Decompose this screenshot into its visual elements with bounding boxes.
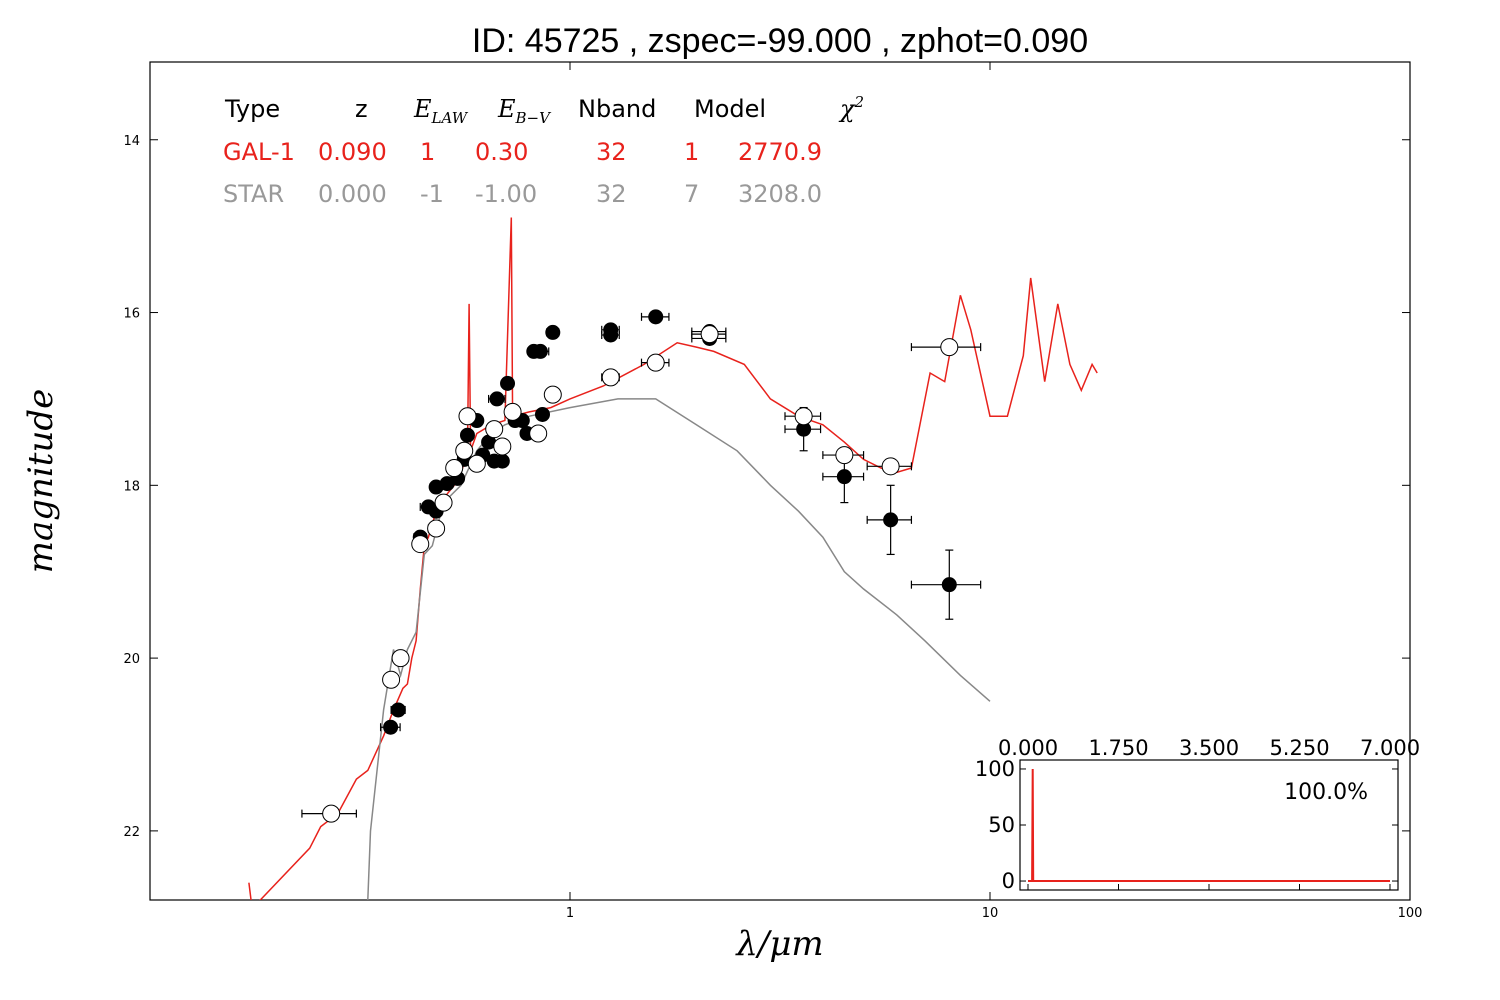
model-point: [601, 368, 620, 387]
redshift-pdf-inset: 0.000 1.750 3.500 5.250 7.000 100 50 0 100.0%: [975, 736, 1420, 893]
fit-cell-star: -1: [420, 180, 444, 208]
model-point: [700, 325, 719, 344]
model-point: [881, 457, 900, 476]
fit-cell-star: 7: [684, 180, 699, 208]
model-point: [445, 459, 464, 478]
model-point: [529, 424, 548, 443]
header-chi2: χ2: [838, 93, 864, 123]
fit-cell-gal-1: 0.090: [318, 138, 387, 166]
fit-cell-star: 32: [596, 180, 627, 208]
fit-cell-gal-1: 0.30: [475, 138, 528, 166]
model-point: [434, 493, 453, 512]
header-type: Type: [224, 95, 280, 123]
inset-y-tick-label: 0: [1002, 869, 1015, 893]
y-tick-label: 14: [123, 134, 140, 149]
model-point: [467, 454, 486, 473]
inset-x-tick-label: 5.250: [1269, 736, 1329, 760]
observed-point: [883, 512, 899, 528]
fit-cell-gal-1: 32: [596, 138, 627, 166]
y-axis-label: magnitude: [21, 389, 61, 574]
inset-x-tick-label: 7.000: [1360, 736, 1420, 760]
model-point: [543, 385, 562, 404]
observed-point: [836, 469, 852, 485]
model-point: [940, 338, 959, 357]
inset-frame: [1019, 759, 1399, 891]
model-point: [382, 670, 401, 689]
inset-y-tick-label: 100: [975, 757, 1015, 781]
fit-cell-star: STAR: [223, 180, 284, 208]
fit-results-table: Type z ELAW EB−V Nband Model χ2 GAL-1 0.0…: [223, 93, 864, 208]
observed-point: [545, 324, 561, 340]
observed-point: [500, 375, 516, 391]
model-point: [835, 446, 854, 465]
header-ebv: EB−V: [497, 95, 552, 127]
header-nband: Nband: [578, 95, 656, 123]
model-point: [794, 407, 813, 426]
y-tick-label: 18: [123, 479, 140, 494]
fit-cell-gal-1: GAL-1: [223, 138, 295, 166]
model-point: [458, 407, 477, 426]
photometry-points: [301, 309, 982, 823]
inset-pdf-line: [1028, 768, 1390, 882]
header-z: z: [355, 95, 368, 123]
inset-x-tick-label: 1.750: [1088, 736, 1148, 760]
y-tick-label: 20: [123, 652, 140, 667]
model-point: [391, 649, 410, 668]
chart-title: ID: 45725 , zspec=-99.000 , zphot=0.090: [472, 22, 1088, 60]
observed-point: [648, 309, 664, 325]
observed-point: [390, 702, 406, 718]
x-tick-label: 1: [566, 906, 574, 921]
observed-point: [494, 453, 510, 469]
inset-annotation: 100.0%: [1284, 780, 1368, 805]
x-tick-label: 100: [1398, 906, 1423, 921]
model-point: [485, 420, 504, 439]
model-point: [646, 353, 665, 372]
model-point: [427, 519, 446, 538]
inset-x-tick-label: 0.000: [998, 736, 1058, 760]
model-point: [493, 437, 512, 456]
model-point: [455, 441, 474, 460]
observed-point: [603, 327, 619, 343]
observed-point: [532, 343, 548, 359]
fit-cell-gal-1: 2770.9: [738, 138, 822, 166]
series-line-gal-1: [248, 217, 1098, 900]
model-point: [322, 804, 341, 823]
observed-point: [489, 391, 505, 407]
y-tick-label: 22: [123, 825, 140, 840]
model-curves: [248, 217, 1098, 900]
header-model: Model: [694, 95, 766, 123]
fit-cell-star: -1.00: [475, 180, 537, 208]
observed-point: [534, 406, 550, 422]
observed-point: [383, 719, 399, 735]
x-tick-label: 10: [982, 906, 999, 921]
observed-point: [941, 577, 957, 593]
plot-frame: [149, 61, 1411, 901]
model-point: [503, 402, 522, 421]
fit-cell-star: 0.000: [318, 180, 387, 208]
x-axis-label: λ/μm: [734, 924, 823, 964]
fit-cell-star: 3208.0: [738, 180, 822, 208]
y-tick-label: 16: [123, 307, 140, 322]
model-point: [411, 535, 430, 554]
observed-point: [459, 427, 475, 443]
inset-x-tick-label: 3.500: [1179, 736, 1239, 760]
header-elaw: ELAW: [413, 95, 469, 127]
fit-cell-gal-1: 1: [420, 138, 435, 166]
fit-cell-gal-1: 1: [684, 138, 699, 166]
inset-y-tick-label: 50: [988, 813, 1015, 837]
